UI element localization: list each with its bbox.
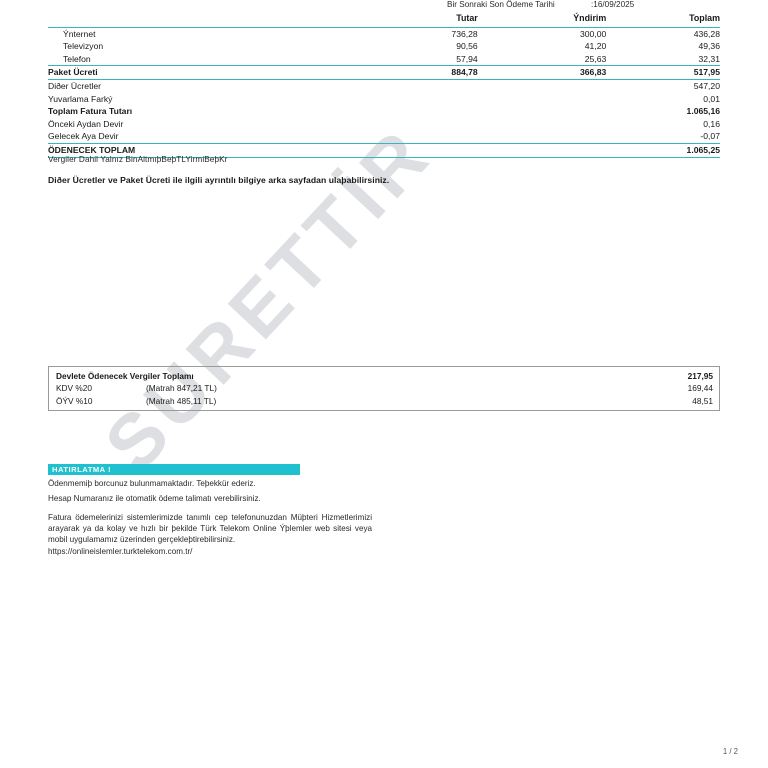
row-label-internet: Ýnternet	[48, 26, 368, 41]
column-header-tutar: Tutar	[456, 13, 478, 23]
row-toplam-paket-ucreti: 517,95	[620, 65, 720, 80]
summary-table-head: Tutar Ýndirim Toplam	[48, 12, 720, 27]
tax-base-oiv: (Matrah 485,11 TL)	[146, 395, 217, 406]
row-toplam-toplam-fatura-tutari: 1.065,16	[686, 106, 720, 117]
details-back-page-note: Diðer Ücretler ve Paket Ücreti ile ilgil…	[48, 175, 390, 185]
table-row-oiv: ÖÝV %10 (Matrah 485,11 TL) 48,51	[56, 395, 713, 407]
reminder-header-bar: HATIRLATMA !	[48, 464, 300, 475]
table-row: Diðer Ücretler 547,20	[48, 79, 720, 92]
row-tutar-onceki-aydan-devir	[368, 118, 496, 131]
row-tutar-gelecek-aya-devir	[367, 130, 496, 144]
row-tutar-internet: 736,28	[367, 26, 496, 41]
next-due-date-value: :16/09/2025	[590, 0, 635, 9]
taxes-total-value: 217,95	[687, 371, 713, 381]
tax-base-kdv: (Matrah 847,21 TL)	[146, 383, 217, 394]
row-indirim-odenecek-toplam	[495, 143, 621, 158]
reminder-paragraph: Fatura ödemelerinizi sistemlerimizde tan…	[48, 513, 372, 545]
tax-value-oiv: 48,51	[692, 395, 713, 406]
taxes-table: Devlete Ödenecek Vergiler Toplamı 217,95…	[56, 370, 713, 407]
table-row-amount-due: ÖDENECEK TOPLAM 1.065,25	[48, 143, 720, 158]
table-row-invoice-total: Toplam Fatura Tutarı 1.065,16	[48, 105, 720, 118]
row-toplam-internet: 436,28	[620, 26, 720, 41]
row-tutar-odenecek-toplam	[367, 143, 496, 158]
table-row: Ýnternet 736,28 300,00 436,28	[48, 26, 720, 41]
row-tutar-yuvarlama-farki	[368, 93, 496, 106]
summary-header-row: Tutar Ýndirim Toplam	[48, 12, 720, 27]
row-indirim-telefon: 25,63	[584, 53, 607, 64]
row-tutar-televizyon: 90,56	[456, 41, 478, 52]
column-header-label	[48, 12, 368, 27]
row-indirim-internet: 300,00	[495, 26, 621, 41]
table-row-package-fee: Paket Ücreti 884,78 366,83 517,95	[48, 65, 720, 80]
reminder-line-autopay: Hesap Numaranız ile otomatik ödeme talim…	[48, 493, 261, 503]
taxes-table-body: Devlete Ödenecek Vergiler Toplamı 217,95…	[56, 370, 713, 407]
taxes-total-label: Devlete Ödenecek Vergiler Toplamı	[56, 371, 194, 381]
row-label-toplam-fatura-tutari: Toplam Fatura Tutarı	[48, 106, 133, 117]
charges-summary-table: Tutar Ýndirim Toplam Ýnternet 736,28 300…	[48, 12, 720, 158]
row-label-telefon: Telefon	[63, 53, 91, 64]
row-label-paket-ucreti: Paket Ücreti	[48, 65, 368, 80]
page-number: 1 / 2	[722, 747, 738, 756]
row-indirim-onceki-aydan-devir	[496, 118, 621, 131]
tax-name-oiv: ÖÝV %10	[56, 395, 93, 406]
row-toplam-televizyon: 49,36	[698, 41, 720, 52]
next-due-date-row: Bir Sonraki Son Ödeme Tarihi :16/09/2025	[447, 0, 747, 9]
tax-value-kdv: 169,44	[687, 383, 713, 394]
row-indirim-toplam-fatura-tutari	[496, 105, 621, 118]
row-tutar-telefon: 57,94	[456, 53, 478, 64]
taxes-box: Devlete Ödenecek Vergiler Toplamı 217,95…	[48, 366, 720, 412]
row-tutar-diger-ucretler	[368, 79, 496, 92]
row-tutar-toplam-fatura-tutari	[368, 105, 496, 118]
reminder-line-no-debt: Ödenmemiþ borcunuz bulunmamaktadır. Teþe…	[48, 479, 256, 488]
table-row: Telefon 57,94 25,63 32,31	[48, 53, 720, 66]
row-label-yuvarlama-farki: Yuvarlama Farký	[48, 93, 113, 104]
row-indirim-paket-ucreti: 366,83	[495, 65, 621, 80]
row-label-televizyon: Televizyon	[63, 41, 104, 52]
column-header-indirim: Ýndirim	[573, 13, 607, 23]
table-row-kdv: KDV %20 (Matrah 847,21 TL) 169,44	[56, 382, 713, 394]
row-label-odenecek-toplam: ÖDENECEK TOPLAM	[48, 143, 368, 158]
row-label-gelecek-aya-devir: Gelecek Aya Devir	[48, 130, 368, 144]
tax-name-kdv: KDV %20	[56, 383, 92, 394]
row-toplam-diger-ucretler: 547,20	[693, 80, 720, 91]
summary-table-body: Ýnternet 736,28 300,00 436,28 Televizyon…	[48, 26, 720, 158]
row-toplam-odenecek-toplam: 1.065,25	[620, 143, 720, 158]
row-indirim-televizyon: 41,20	[584, 41, 607, 52]
row-indirim-diger-ucretler	[496, 79, 621, 92]
table-row: Gelecek Aya Devir -0,07	[48, 130, 720, 144]
table-row: Önceki Aydan Devir 0,16	[48, 118, 720, 131]
row-toplam-telefon: 32,31	[698, 53, 720, 64]
table-row: Yuvarlama Farký 0,01	[48, 93, 720, 106]
next-due-date-label: Bir Sonraki Son Ödeme Tarihi	[447, 0, 555, 9]
row-indirim-yuvarlama-farki	[496, 93, 621, 106]
row-toplam-gelecek-aya-devir: -0,07	[620, 130, 720, 144]
table-row-taxes-total: Devlete Ödenecek Vergiler Toplamı 217,95	[56, 370, 713, 382]
row-label-onceki-aydan-devir: Önceki Aydan Devir	[48, 118, 124, 129]
table-row: Televizyon 90,56 41,20 49,36	[48, 40, 720, 53]
row-label-diger-ucretler: Diðer Ücretler	[48, 80, 102, 91]
row-tutar-paket-ucreti: 884,78	[367, 65, 496, 80]
column-header-toplam: Toplam	[689, 13, 720, 23]
reminder-section: HATIRLATMA ! Ödenmemiþ borcunuz bulunmam…	[48, 464, 388, 557]
watermark-text: SURETTİR	[88, 110, 449, 488]
row-toplam-onceki-aydan-devir: 0,16	[703, 118, 720, 129]
amount-in-words: Vergiler Dahil Yalnız BinAltmıþBeþTLYirm…	[48, 155, 228, 164]
row-indirim-gelecek-aya-devir	[495, 130, 621, 144]
row-toplam-yuvarlama-farki: 0,01	[703, 93, 720, 104]
reminder-online-url[interactable]: https://onlineislemler.turktelekom.com.t…	[48, 546, 193, 556]
